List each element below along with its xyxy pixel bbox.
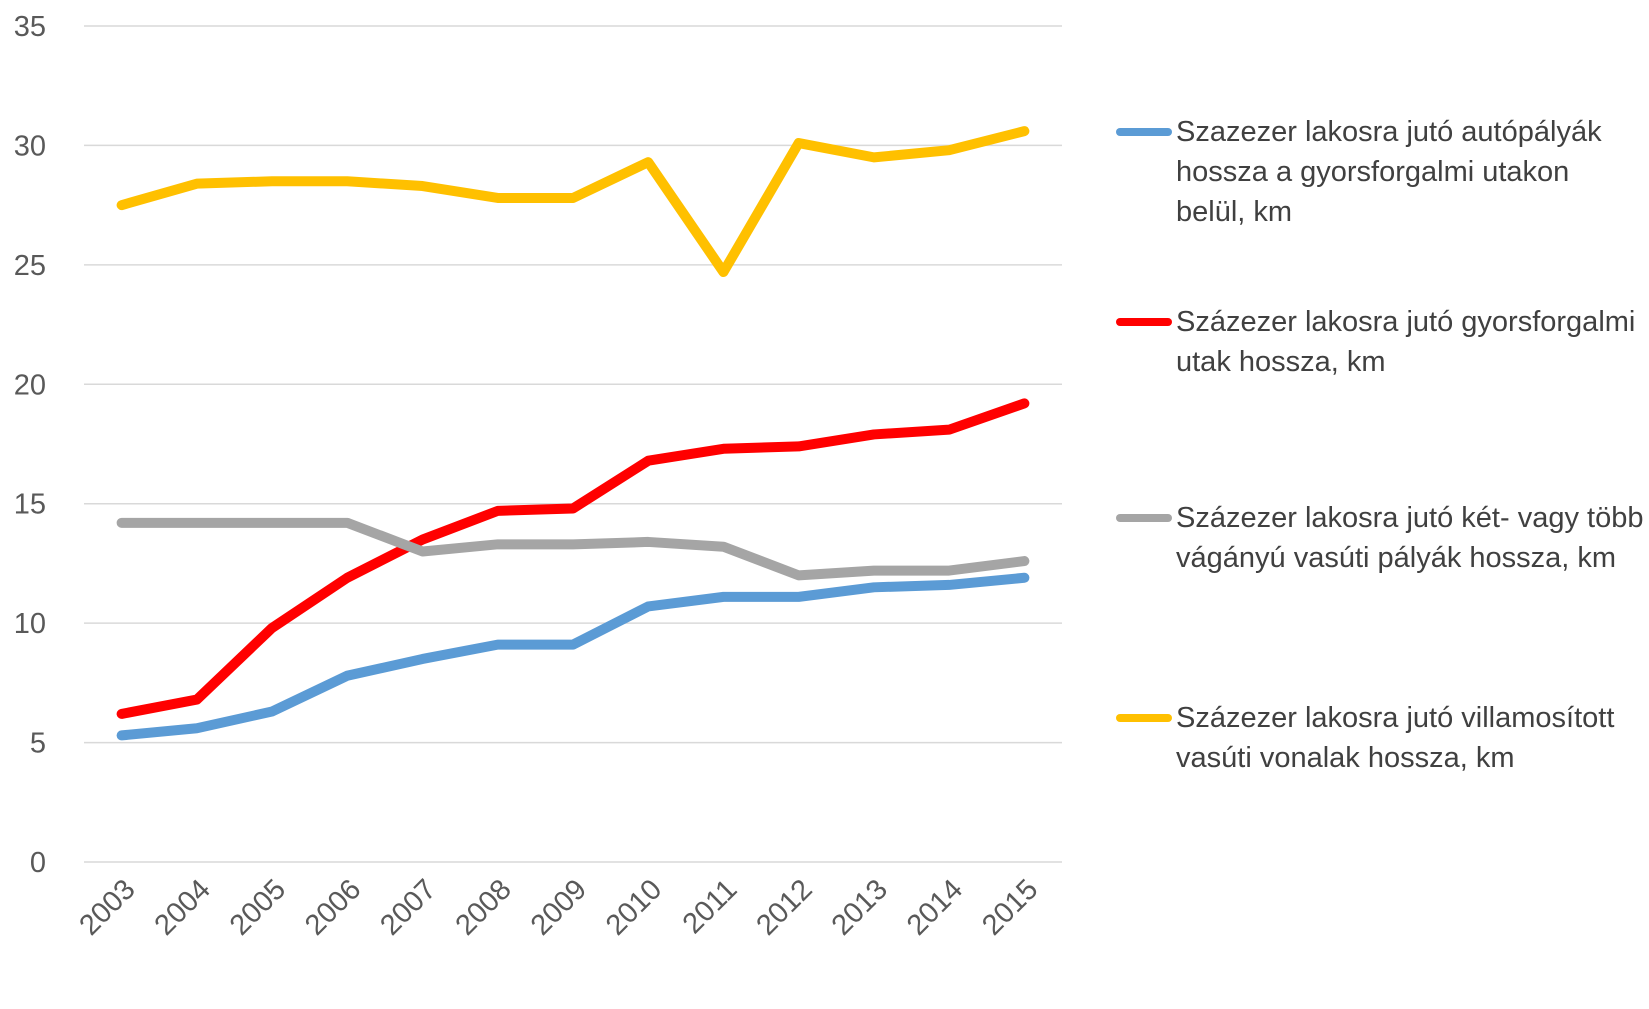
legend-label: Százezer lakosra jutó gyorsforgalmi utak… [1176,306,1636,378]
x-tick-label: 2013 [826,873,894,941]
x-tick-label: 2009 [525,873,593,941]
legend-swatch [1116,128,1172,136]
y-tick-label: 35 [14,11,46,43]
x-tick-label: 2011 [677,873,744,940]
y-tick-label: 0 [30,847,46,879]
y-tick-label: 20 [14,369,46,401]
x-tick-label: 2014 [901,873,969,941]
legend-label: Szazezer lakosra jutó autópályák hossza … [1176,116,1602,228]
x-tick-label: 2010 [600,873,668,941]
x-tick-label: 2012 [750,873,818,941]
x-tick-label: 2003 [73,873,141,941]
legend-label: Százezer lakosra jutó két- vagy több vág… [1176,502,1644,574]
series-line [116,398,1030,719]
x-tick-label: 2007 [374,873,442,941]
x-tick-label: 2004 [149,873,217,941]
series-line [116,572,1030,741]
x-tick-label: 2008 [450,873,518,941]
legend-swatch [1116,514,1172,522]
y-tick-label: 5 [30,728,46,760]
y-tick-label: 30 [14,130,46,162]
y-tick-label: 25 [14,250,46,282]
y-tick-label: 10 [14,608,46,640]
x-tick-label: 2006 [299,873,367,941]
legend-label: Százezer lakosra jutó villamosított vasú… [1176,702,1615,774]
legend-swatch [1116,318,1172,326]
y-tick-label: 15 [14,489,46,521]
legend-swatch [1116,714,1172,722]
x-tick-label: 2015 [976,873,1044,941]
series-line [116,517,1030,581]
series-line [116,126,1030,278]
x-tick-label: 2005 [224,873,292,941]
